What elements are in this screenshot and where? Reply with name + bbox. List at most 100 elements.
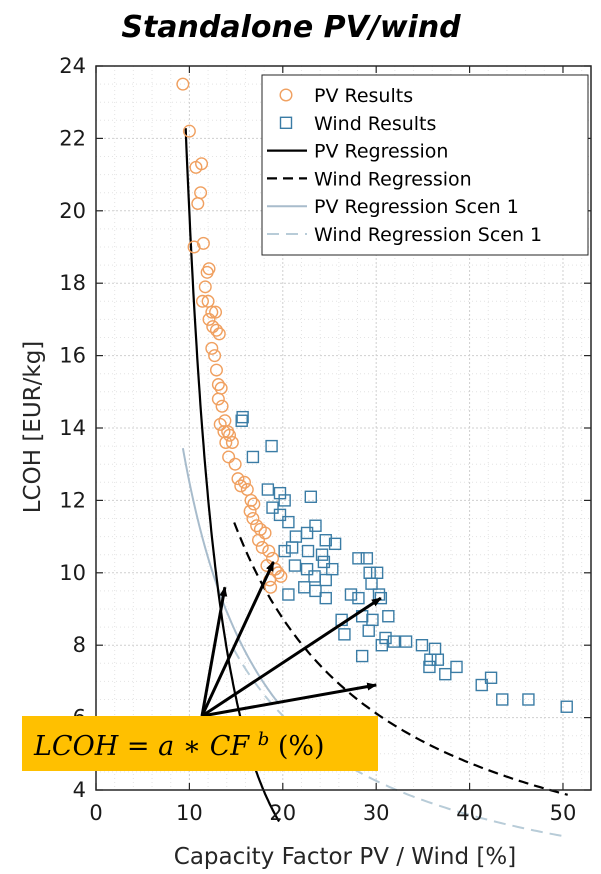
x-axis-label: Capacity Factor PV / Wind [%] [174, 844, 516, 870]
pv-result-point [225, 435, 239, 449]
data-markers [176, 77, 573, 713]
wind-result-point [273, 486, 287, 500]
wind-result-point [352, 552, 365, 565]
pv-result-point [212, 327, 226, 341]
wind-result-point [338, 628, 351, 641]
formula-equals: = [127, 731, 158, 762]
pv-result-point [205, 305, 219, 319]
formula-unit: (%) [278, 731, 325, 762]
wind-result-point [317, 555, 331, 569]
x-tick-label: 10 [176, 801, 203, 825]
legend-pv-results-marker [279, 88, 293, 102]
pv-result-point [209, 305, 223, 319]
axis-ticks: 010203040504681012141618202224 [59, 54, 591, 825]
wind-result-point [319, 591, 332, 605]
pv-result-point [234, 479, 248, 493]
wind-result-point [399, 635, 413, 648]
pv-result-point [205, 341, 219, 355]
formula-lhs: LCOH [33, 731, 119, 762]
pv-result-point [237, 475, 251, 489]
formula-text: LCOH = a ∗ CF b (%) [33, 729, 325, 763]
pv-result-point [247, 497, 261, 511]
y-tick-label: 4 [73, 778, 86, 802]
wind-result-point [484, 671, 498, 684]
annotation-arrow [200, 561, 275, 717]
y-tick-label: 20 [59, 199, 86, 223]
pv-result-point [211, 378, 225, 392]
wind-result-point [235, 414, 248, 427]
formula-exponent: b [258, 729, 270, 750]
x-tick-label: 0 [89, 801, 102, 825]
wind-result-point [246, 450, 260, 464]
wind-result-point [450, 660, 463, 674]
wind-result-point [309, 584, 322, 598]
wind-result-point [265, 439, 278, 453]
wind-result-point [278, 544, 291, 558]
pv-result-point [209, 323, 223, 337]
wind-result-point [315, 548, 329, 561]
regression-line-wind-regression [233, 522, 568, 796]
pv-result-point [196, 236, 210, 250]
wind-result-point [236, 410, 249, 424]
pv-result-point [208, 349, 222, 363]
pv-result-point [182, 124, 196, 138]
pv-result-point [195, 157, 209, 171]
y-tick-label: 18 [59, 271, 86, 295]
pv-result-point [202, 312, 216, 326]
pv-result-point [274, 569, 288, 583]
y-tick-label: 14 [59, 416, 86, 440]
wind-result-point [382, 610, 395, 623]
wind-result-point [319, 573, 332, 587]
wind-result-point [273, 508, 287, 522]
pv-result-point [202, 262, 216, 276]
pv-result-point [258, 526, 272, 540]
wind-result-point [475, 678, 488, 692]
pv-result-point [246, 512, 260, 526]
y-tick-label: 16 [59, 344, 86, 368]
pv-result-point [252, 533, 266, 547]
chart-title: Standalone PV/wind [121, 10, 461, 45]
wind-result-point [431, 653, 445, 666]
legend-box [261, 74, 589, 256]
y-tick-label: 22 [59, 126, 86, 150]
pv-result-point [213, 417, 227, 431]
pv-result-point [211, 392, 225, 406]
legend-pv-regression-label: PV Regression [314, 141, 448, 163]
legend-wind-results-label: Wind Results [314, 113, 436, 135]
pv-result-point [198, 280, 212, 294]
wind-result-point [282, 515, 295, 529]
pv-result-point [209, 363, 223, 377]
wind-result-point [355, 649, 369, 663]
annotation-arrow [201, 596, 382, 718]
pv-result-point [195, 294, 209, 308]
x-tick-label: 20 [269, 801, 296, 825]
pv-result-point [243, 504, 257, 518]
x-tick-label: 50 [550, 801, 577, 825]
x-tick-label: 30 [363, 801, 390, 825]
legend: PV Results Wind Results PV Regression Wind … [261, 74, 589, 256]
wind-result-point [365, 577, 378, 590]
legend-wind-regression-scen-1-label: Wind Regression Scen 1 [314, 224, 542, 246]
pv-result-point [219, 435, 233, 449]
pv-result-point [191, 197, 205, 211]
annotation-arrow [200, 586, 228, 717]
legend-pv-regression-scen-1-label: PV Regression Scen 1 [314, 196, 519, 218]
formula-times: ∗ [183, 731, 210, 762]
wind-result-point [423, 660, 436, 674]
wind-result-point [282, 588, 295, 601]
wind-result-point [379, 631, 392, 645]
y-tick-label: 24 [59, 54, 86, 78]
legend-wind-regression-label: Wind Regression [314, 168, 472, 190]
y-tick-label: 10 [59, 561, 86, 585]
pv-result-point [264, 580, 278, 594]
wind-result-point [344, 588, 358, 601]
wind-result-point [352, 591, 365, 605]
pv-result-point [271, 566, 285, 580]
y-tick-label: 8 [73, 633, 86, 657]
pv-result-point [223, 428, 237, 442]
wind-result-point [496, 693, 509, 706]
wind-result-point [300, 562, 314, 576]
wind-result-point [301, 544, 315, 558]
pv-result-point [187, 240, 201, 254]
